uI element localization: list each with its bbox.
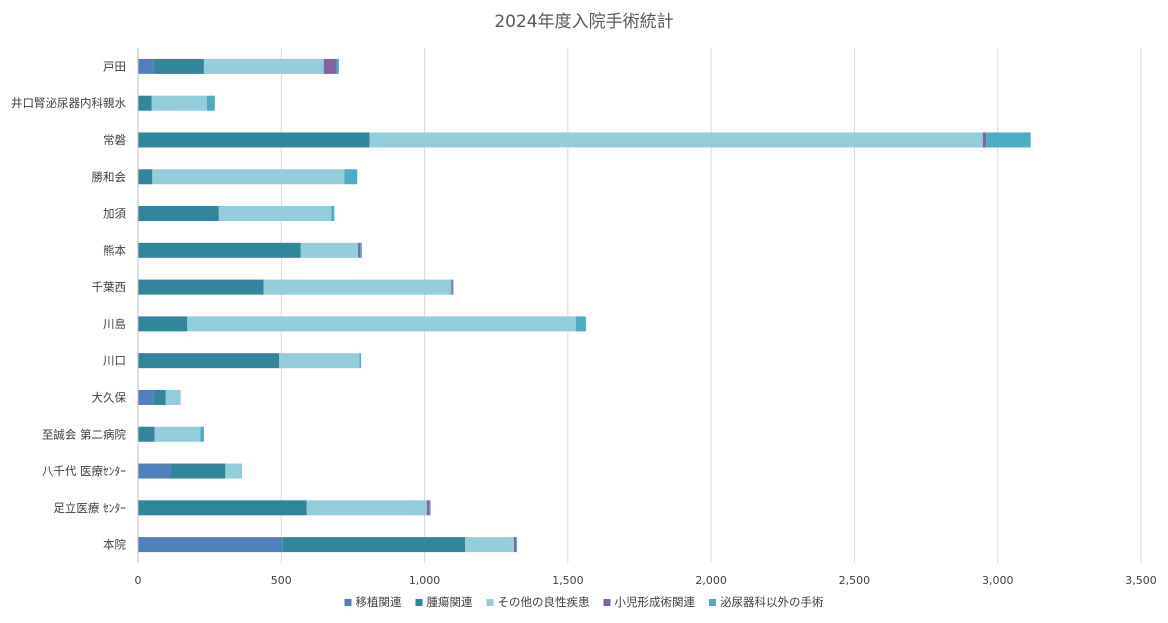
x-tick-label: 2,000 (695, 574, 727, 587)
bar-segment (152, 169, 345, 185)
bar-segment (360, 242, 362, 258)
bar-segment (138, 353, 280, 369)
bar-segment (138, 316, 188, 332)
bar-segment (323, 58, 337, 74)
bar-segment (138, 58, 154, 74)
category-label: 川口 (103, 354, 126, 368)
bar-segment (138, 206, 219, 222)
legend-label: 小児形成術関連 (615, 595, 696, 609)
bar-segment (344, 169, 358, 185)
bar-segment (138, 242, 301, 258)
x-tick-label: 3,500 (1125, 574, 1157, 587)
bar-segment (451, 279, 453, 295)
category-label: 大久保 (92, 390, 127, 404)
bar-segment (429, 500, 431, 516)
bar-segment (151, 95, 207, 111)
legend-swatch (344, 599, 352, 606)
bar-segment (279, 353, 360, 369)
bar-segment (358, 242, 361, 258)
bar-segment (170, 463, 226, 479)
bar-segment (138, 279, 264, 295)
bar-segment (138, 426, 155, 442)
category-label: 常磐 (103, 133, 126, 147)
gridlines (280, 48, 1142, 563)
legend-swatch (486, 599, 494, 606)
x-tick-label: 500 (271, 574, 292, 587)
bar-segment (336, 58, 339, 74)
x-tick-label: 1,000 (409, 574, 441, 587)
category-label: 熊本 (103, 243, 126, 257)
bar-segment (138, 389, 154, 405)
x-tick-label: 3,000 (982, 574, 1014, 587)
category-label: 八千代 医療ｾﾝﾀｰ (42, 464, 126, 478)
category-label: 本院 (103, 538, 126, 552)
legend-label: 泌尿器科以外の手術 (720, 595, 824, 609)
category-label: 井口腎泌尿器内科親水 (11, 96, 126, 110)
category-label: 加須 (103, 207, 126, 221)
chart-title: 2024年度入院手術統計 (494, 12, 673, 32)
bar-segment (154, 426, 201, 442)
bar-segment (206, 95, 215, 111)
category-label: 戸田 (103, 59, 126, 73)
category-label: 川島 (103, 317, 126, 331)
bar-segment (513, 537, 517, 553)
bar-segment (138, 537, 283, 553)
bar-segment (369, 132, 983, 148)
bar-segment (452, 279, 454, 295)
bar-segment (300, 242, 359, 258)
bar-segment (165, 389, 181, 405)
legend-swatch (603, 599, 611, 606)
legend-label: その他の良性疾患 (498, 595, 590, 609)
bars (138, 58, 1031, 553)
bar-segment (138, 95, 152, 111)
bar-segment (575, 316, 586, 332)
bar-segment (153, 389, 166, 405)
bar-segment (516, 537, 518, 553)
bar-segment (986, 132, 1031, 148)
bar-segment (138, 169, 153, 185)
bar-segment (138, 132, 370, 148)
bar-segment (200, 426, 204, 442)
bar-segment (153, 58, 204, 74)
legend-swatch (709, 599, 716, 606)
bar-segment (465, 537, 514, 553)
axes: 0 500 1,000 1,500 2,000 2,500 3,000 3,500 戸田井口腎泌… (11, 48, 1157, 587)
bar-segment (331, 206, 335, 222)
bar-segment (306, 500, 427, 516)
bar-segment (426, 500, 430, 516)
legend: 移植関連 腫瘍関連 その他の良性疾患 小児形成術関連 泌尿器科以外の手術 (344, 595, 824, 609)
legend-label: 腫瘍関連 (427, 595, 473, 609)
bar-segment (218, 206, 332, 222)
category-label: 至誠会 第二病院 (42, 427, 127, 441)
category-label: 勝和会 (92, 170, 127, 184)
x-tick-label: 2,500 (839, 574, 871, 587)
bar-segment (138, 463, 171, 479)
legend-swatch (415, 599, 423, 606)
category-label: 足立医療 ｾﾝﾀｰ (53, 501, 126, 515)
bar-segment (138, 500, 307, 516)
bar-segment (203, 58, 324, 74)
bar-segment (225, 463, 243, 479)
bar-segment (982, 132, 987, 148)
bar-segment (187, 316, 576, 332)
bar-segment (263, 279, 452, 295)
x-tick-label: 0 (135, 574, 142, 587)
legend-label: 移植関連 (356, 595, 402, 609)
bar-segment (359, 353, 361, 369)
category-label: 千葉西 (92, 280, 127, 294)
x-tick-label: 1,500 (552, 574, 584, 587)
bar-segment (282, 537, 466, 553)
